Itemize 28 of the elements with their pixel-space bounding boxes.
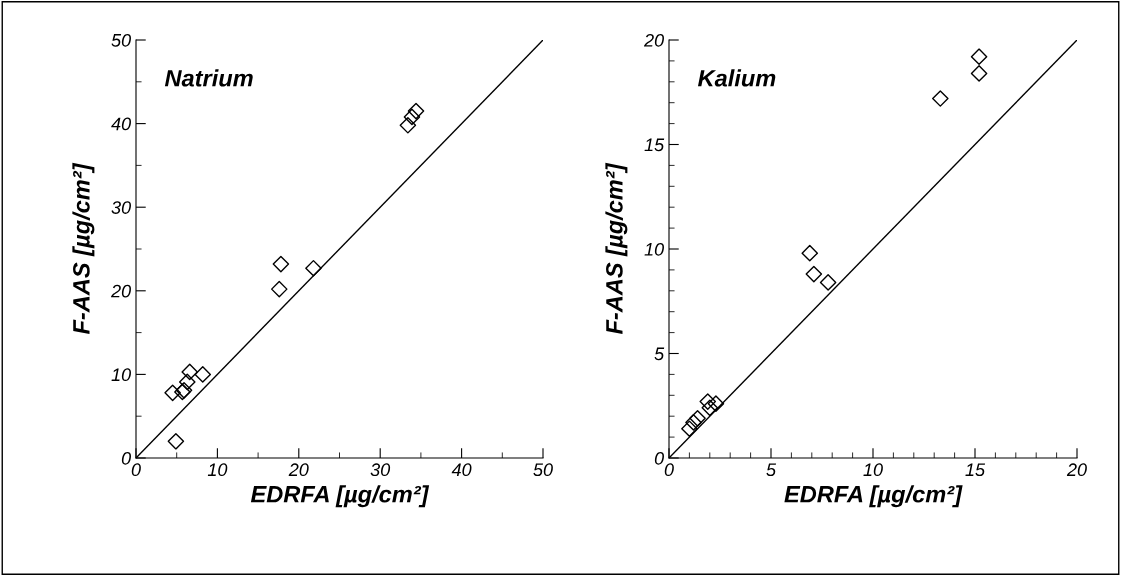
y-tick-label: 0 (121, 451, 131, 465)
x-tick-label: 0 (664, 463, 674, 477)
x-tick-label: 30 (370, 463, 391, 477)
text: Natrium (164, 69, 253, 87)
x-axis-title: EDRFA [µg/cm²] (784, 485, 963, 508)
text: Kalium (697, 69, 776, 87)
y-tick-label: 20 (110, 284, 131, 298)
x-tick-label: 20 (288, 463, 309, 477)
x-tick-label: 20 (1066, 463, 1087, 477)
y-tick-label: 10 (111, 368, 131, 382)
y-tick-label: 50 (111, 33, 131, 47)
x-axis-title: EDRFA [µg/cm²] (250, 485, 430, 508)
y-tick-label: 5 (654, 347, 665, 361)
y-tick-label: 0 (654, 451, 664, 465)
x-tick-label: 40 (451, 463, 472, 477)
x-tick-label: 10 (207, 463, 228, 477)
y-axis-title: F-AAS [µg/cm²] (72, 162, 95, 335)
y-tick-label: 15 (644, 138, 665, 152)
y-tick-label: 10 (644, 242, 664, 256)
x-tick-label: 0 (131, 463, 141, 477)
y-tick-label: 40 (111, 117, 131, 131)
x-tick-label: 15 (965, 463, 986, 477)
x-tick-label: 50 (533, 463, 553, 477)
y-tick-label: 30 (111, 201, 131, 214)
y-tick-label: 20 (643, 33, 664, 47)
x-tick-label: 5 (766, 463, 777, 477)
x-tick-label: 10 (863, 463, 883, 477)
y-axis-title: F-AAS [µg/cm²] (605, 162, 628, 335)
